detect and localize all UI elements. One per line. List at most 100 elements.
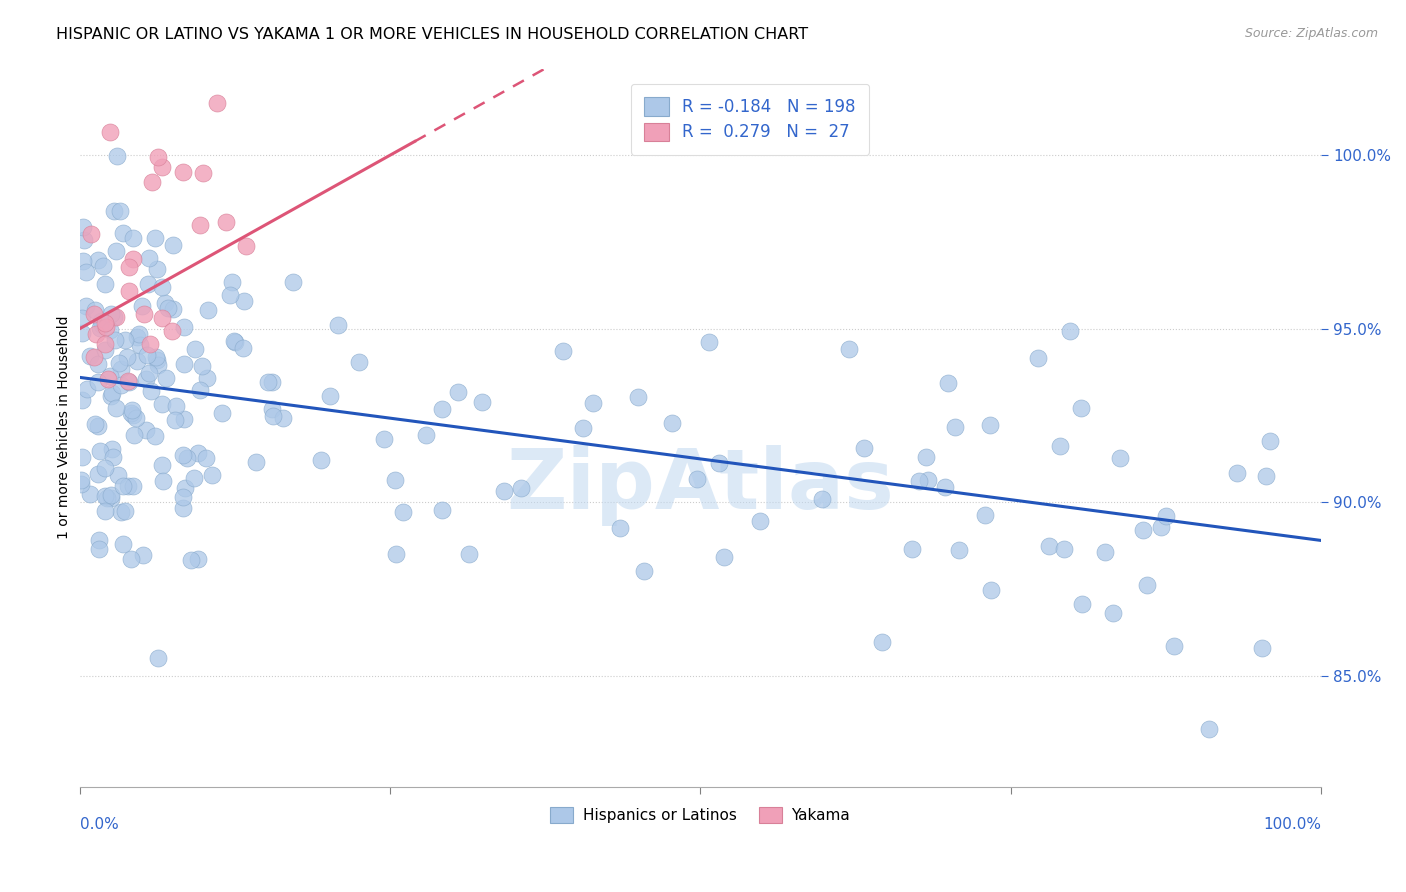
Point xyxy=(132,548,155,562)
Point xyxy=(91,260,114,274)
Point xyxy=(391,505,413,519)
Point xyxy=(117,374,139,388)
Point xyxy=(1049,439,1071,453)
Point xyxy=(162,324,184,338)
Point xyxy=(609,521,631,535)
Point xyxy=(148,358,170,372)
Point xyxy=(141,175,163,189)
Point xyxy=(262,402,284,417)
Point xyxy=(183,470,205,484)
Point xyxy=(162,301,184,316)
Point xyxy=(191,166,214,180)
Point xyxy=(117,478,139,492)
Point xyxy=(1071,597,1094,611)
Point xyxy=(180,553,202,567)
Point xyxy=(1150,519,1173,533)
Point xyxy=(104,310,127,324)
Point xyxy=(1250,641,1272,656)
Point xyxy=(232,342,254,356)
Point xyxy=(222,334,245,349)
Point xyxy=(245,454,267,468)
Point xyxy=(114,504,136,518)
Point xyxy=(458,547,481,561)
Point xyxy=(974,508,997,522)
Point xyxy=(107,468,129,483)
Point xyxy=(492,484,515,499)
Point xyxy=(118,285,141,299)
Point xyxy=(471,395,494,409)
Point xyxy=(89,320,111,334)
Point xyxy=(70,326,93,340)
Point xyxy=(120,406,142,420)
Point xyxy=(150,397,173,411)
Text: 0.0%: 0.0% xyxy=(80,817,118,832)
Point xyxy=(319,388,342,402)
Point xyxy=(98,125,121,139)
Point xyxy=(110,378,132,392)
Point xyxy=(141,384,163,399)
Point xyxy=(100,488,122,502)
Point xyxy=(908,474,931,488)
Point xyxy=(713,549,735,564)
Point xyxy=(105,149,128,163)
Point xyxy=(201,468,224,483)
Point xyxy=(87,253,110,268)
Point xyxy=(143,231,166,245)
Point xyxy=(127,354,149,368)
Point xyxy=(94,504,117,518)
Point xyxy=(1053,541,1076,556)
Point xyxy=(146,151,169,165)
Point xyxy=(120,552,142,566)
Point xyxy=(233,294,256,309)
Point xyxy=(145,350,167,364)
Point xyxy=(155,371,177,385)
Point xyxy=(385,547,408,561)
Point xyxy=(91,318,114,333)
Point xyxy=(150,161,173,175)
Point xyxy=(73,233,96,247)
Point xyxy=(271,410,294,425)
Point xyxy=(136,347,159,361)
Point xyxy=(572,421,595,435)
Point xyxy=(72,253,94,268)
Point xyxy=(384,473,406,487)
Text: Source: ZipAtlas.com: Source: ZipAtlas.com xyxy=(1244,27,1378,40)
Point xyxy=(83,350,105,364)
Point xyxy=(709,456,731,470)
Point xyxy=(96,320,118,334)
Point xyxy=(138,251,160,265)
Point xyxy=(103,310,125,324)
Point xyxy=(205,96,228,111)
Point xyxy=(1108,450,1130,465)
Point xyxy=(917,473,939,487)
Point xyxy=(838,342,860,356)
Point xyxy=(174,481,197,495)
Point xyxy=(79,487,101,501)
Point xyxy=(131,299,153,313)
Point xyxy=(98,368,121,383)
Point xyxy=(90,313,112,327)
Point xyxy=(195,371,218,385)
Point xyxy=(107,356,129,370)
Point xyxy=(103,450,125,464)
Point xyxy=(936,376,959,391)
Point xyxy=(870,635,893,649)
Point xyxy=(94,343,117,358)
Point xyxy=(221,275,243,289)
Point xyxy=(87,357,110,371)
Point xyxy=(553,344,575,359)
Point xyxy=(257,375,280,389)
Point xyxy=(172,490,194,504)
Point xyxy=(194,451,217,466)
Point xyxy=(121,402,143,417)
Point xyxy=(980,583,1002,598)
Point xyxy=(157,301,180,315)
Point xyxy=(72,219,94,234)
Point xyxy=(1070,401,1092,415)
Point xyxy=(172,165,194,179)
Point xyxy=(79,349,101,363)
Point xyxy=(118,375,141,389)
Point xyxy=(70,450,93,464)
Point xyxy=(173,412,195,426)
Point xyxy=(94,316,117,330)
